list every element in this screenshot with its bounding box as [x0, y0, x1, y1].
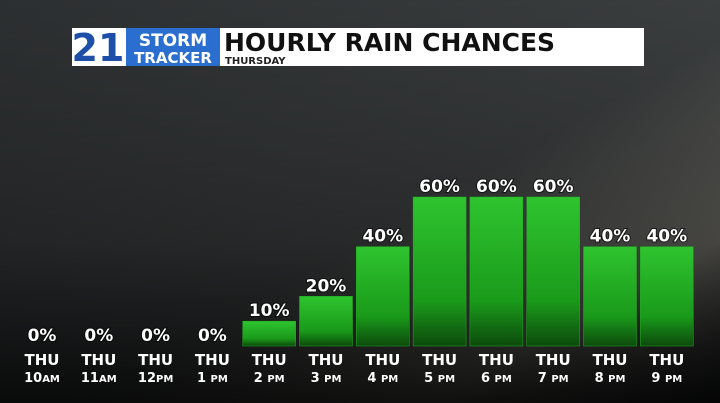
x-tick-time: 4 PM — [367, 371, 398, 386]
x-tick-time: 7 PM — [538, 371, 569, 386]
value-label: 0% — [84, 326, 113, 346]
x-tick-time: 10AM — [24, 371, 60, 386]
x-tick-day: THU — [252, 351, 287, 369]
value-label: 0% — [28, 326, 57, 346]
bar — [469, 196, 524, 347]
x-tick-time: 3 PM — [311, 371, 342, 386]
value-label: 0% — [141, 326, 170, 346]
value-label: 20% — [306, 276, 347, 296]
x-tick-time: 2 PM — [254, 371, 285, 386]
value-label: 60% — [476, 177, 517, 197]
value-label: 60% — [419, 177, 460, 197]
x-tick-time: 1 PM — [197, 371, 228, 386]
logo-number: 21 — [72, 26, 125, 70]
x-tick-day: THU — [593, 351, 628, 369]
chart-title: HOURLY RAIN CHANCES — [224, 28, 555, 57]
x-tick-day: THU — [536, 351, 571, 369]
value-label: 40% — [362, 227, 403, 247]
value-label: 0% — [198, 326, 227, 346]
logo-line2: TRACKER — [134, 49, 212, 67]
bar — [412, 196, 467, 347]
x-tick-time: 11AM — [81, 371, 117, 386]
value-label: 60% — [533, 177, 574, 197]
x-tick-time: 9 PM — [651, 371, 682, 386]
x-tick-time: 6 PM — [481, 371, 512, 386]
x-tick-day: THU — [479, 351, 514, 369]
x-tick-time: 5 PM — [424, 371, 455, 386]
logo-box — [126, 28, 220, 66]
logo-line1: STORM — [139, 31, 207, 51]
value-label: 40% — [590, 227, 631, 247]
x-tick-day: THU — [81, 351, 116, 369]
bar — [299, 296, 353, 347]
x-tick-time: 8 PM — [595, 371, 626, 386]
bar — [242, 320, 296, 347]
x-tick-time: 12PM — [138, 371, 173, 386]
bar — [583, 246, 637, 347]
x-tick-day: THU — [649, 351, 684, 369]
x-tick-day: THU — [195, 351, 230, 369]
header: 21 STORM TRACKER HOURLY RAIN CHANCES THU… — [72, 26, 644, 70]
value-label: 40% — [646, 227, 687, 247]
chart-subtitle: THURSDAY — [225, 56, 286, 67]
value-label: 10% — [249, 301, 290, 321]
x-tick-day: THU — [365, 351, 400, 369]
bar — [356, 246, 410, 347]
x-tick-day: THU — [138, 351, 173, 369]
x-tick-day: THU — [422, 351, 457, 369]
x-tick-day: THU — [309, 351, 344, 369]
bar — [526, 196, 580, 347]
x-tick-day: THU — [25, 351, 60, 369]
bar — [640, 246, 694, 347]
